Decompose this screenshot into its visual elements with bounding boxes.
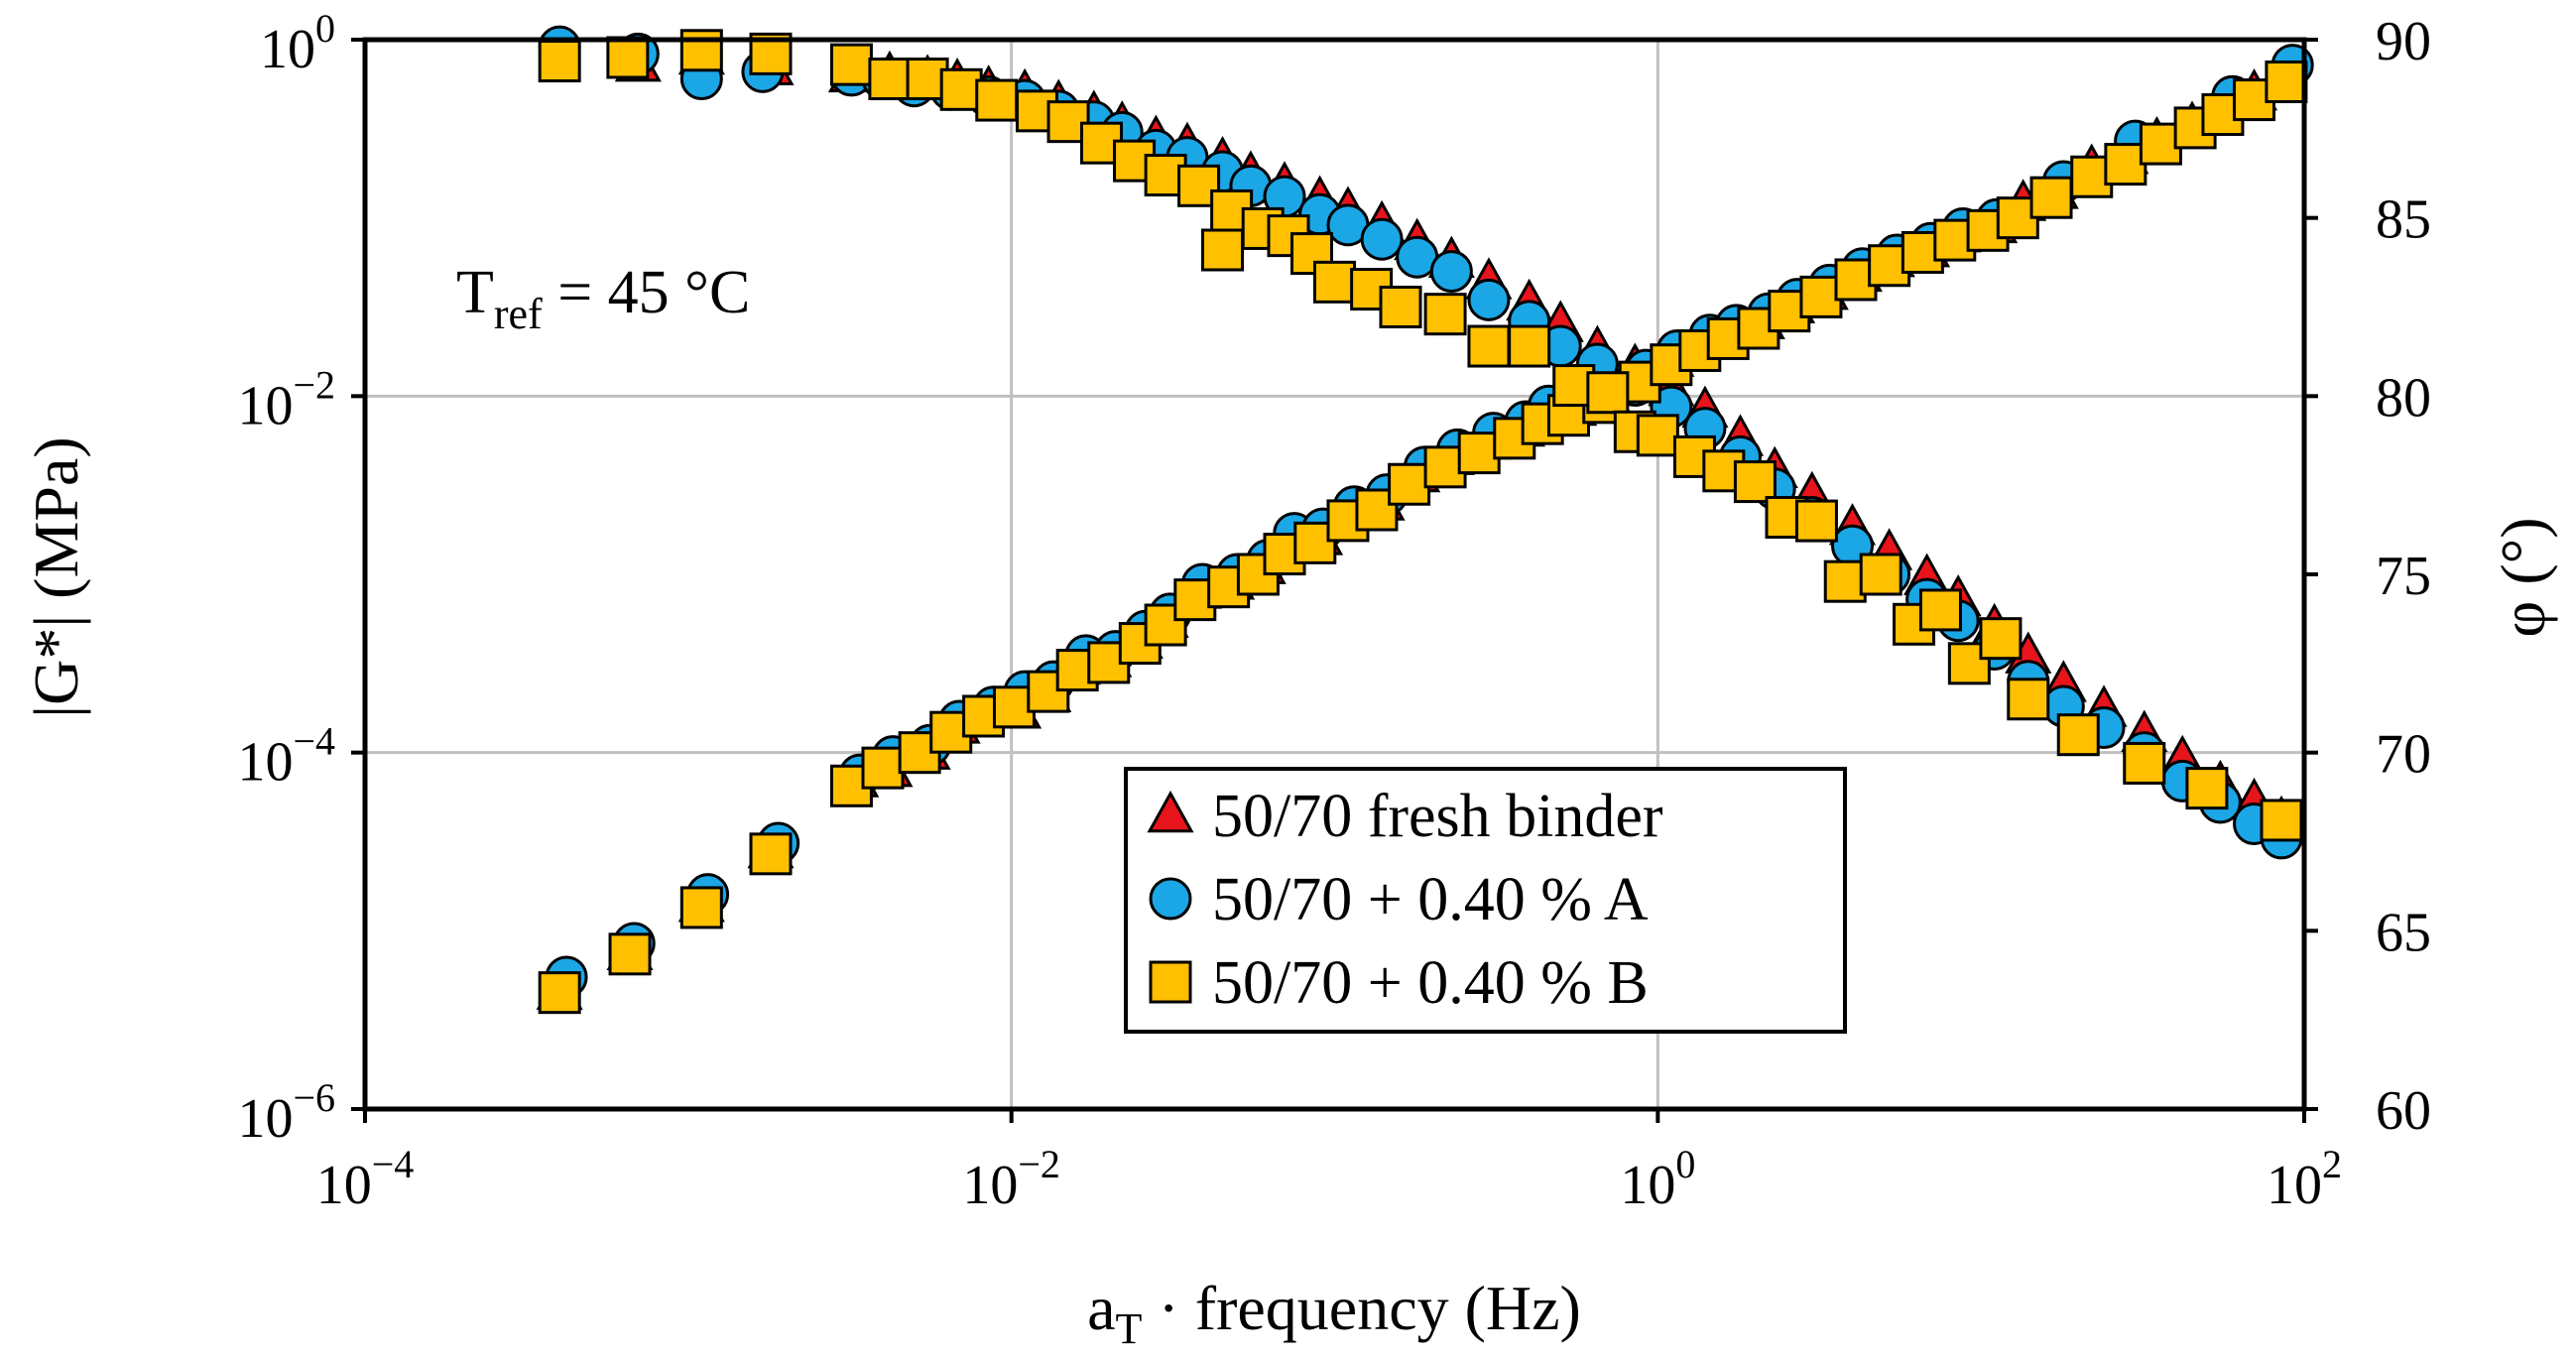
y2-tick-label: 75 (2376, 546, 2431, 607)
x-tick-label: 10−2 (962, 1142, 1060, 1216)
phase-angle-point (679, 29, 723, 72)
phase-angle-point (1467, 324, 1511, 368)
axis-ticks: 10−4 10−2 100 10210010−210−410−690858075706… (237, 6, 2431, 1216)
y-tick-label: 100 (260, 6, 335, 80)
phase-angle-point (1859, 553, 1902, 596)
x-tick-label: 102 (2267, 1142, 2342, 1216)
series-3 (538, 29, 2308, 1015)
y2-axis-title: φ (°) (2488, 517, 2558, 637)
phase-angle-point (2185, 767, 2229, 810)
y2-tick-label: 70 (2376, 724, 2431, 786)
phase-angle-point (2007, 678, 2050, 721)
x-axis-title-subscript: T (1116, 1304, 1143, 1353)
phase-angle-point (1508, 324, 1551, 368)
phase-angle-point (1794, 499, 1838, 543)
x-tick-label-exponent: 0 (1675, 1142, 1695, 1186)
legend: 50/70 fresh binder 50/70 + 0.40 % A 50/70 … (1124, 767, 1847, 1034)
modulus-point (2104, 143, 2147, 186)
modulus-point (538, 971, 581, 1015)
annotation-main: T (456, 259, 494, 326)
phase-angle-point (868, 58, 912, 101)
y-axis-title: |G*| (MPa) (21, 436, 91, 717)
data-markers (536, 25, 2314, 1015)
x-axis-title-rest: · frequency (Hz) (1142, 1273, 1580, 1343)
reference-temperature-annotation: Tref = 45 °C (456, 259, 750, 338)
y-tick-label-base: 10 (237, 1088, 293, 1150)
phase-angle-point (1733, 460, 1777, 504)
annotation-subscript: ref (494, 290, 543, 338)
phase-angle-point (1918, 588, 1962, 632)
y-tick-label-exponent: −2 (293, 362, 335, 407)
phase-angle-point (1823, 559, 1867, 603)
y-tick-label-exponent: −6 (293, 1075, 335, 1120)
legend-marker (1147, 790, 1194, 833)
phase-angle-point (1379, 286, 1422, 328)
phase-angle-point (975, 78, 1019, 122)
x-tick-label-exponent: 2 (2322, 1142, 2342, 1186)
y-tick-label-base: 10 (260, 19, 315, 80)
phase-angle-point (1586, 371, 1630, 415)
legend-label: 50/70 + 0.40 % A (1212, 866, 1649, 933)
modulus-point (2029, 176, 2073, 219)
phase-angle-point (1947, 642, 1991, 685)
x-tick-label: 10−4 (316, 1142, 415, 1216)
phase-angle-point (2260, 799, 2303, 842)
legend-marker (1149, 960, 1192, 1004)
x-tick-label-base: 10 (1620, 1155, 1675, 1216)
x-tick-label-base: 10 (962, 1155, 1018, 1216)
phase-angle-point (1636, 414, 1679, 457)
phase-angle-point (2123, 741, 2166, 785)
phase-angle-point (1423, 293, 1467, 336)
phase-angle-point (1979, 617, 2023, 661)
legend-box (1124, 767, 1847, 1034)
y-tick-label-exponent: −4 (293, 719, 335, 764)
x-tick-label: 100 (1620, 1142, 1695, 1216)
x-axis-title-main: a (1087, 1273, 1115, 1343)
y2-tick-label: 85 (2376, 189, 2431, 251)
modulus-point (679, 886, 723, 929)
phase-angle-point (606, 36, 650, 79)
phase-angle-point (2056, 713, 2100, 757)
phase-angle-point (1467, 278, 1511, 321)
y-tick-label-base: 10 (237, 375, 293, 436)
y-tick-label-base: 10 (237, 732, 293, 794)
phase-angle-point (829, 43, 873, 86)
phase-angle-point (1429, 250, 1473, 294)
x-tick-label-exponent: −2 (1018, 1142, 1060, 1186)
y2-tick-label: 80 (2376, 367, 2431, 429)
legend-label: 50/70 fresh binder (1212, 783, 1663, 850)
modulus-point (749, 832, 793, 876)
legend-label: 50/70 + 0.40 % B (1212, 949, 1649, 1017)
modulus-point (1388, 462, 1431, 506)
y2-tick-label: 65 (2376, 902, 2431, 963)
modulus-point (608, 932, 652, 976)
y-tick-label: 10−6 (237, 1075, 335, 1150)
phase-angle-point (1313, 260, 1356, 304)
y-tick-label: 10−4 (237, 719, 335, 794)
modulus-point (861, 746, 905, 790)
modulus-point (1027, 670, 1070, 713)
x-axis-title: aT · frequency (Hz) (1087, 1273, 1581, 1353)
x-tick-label-base: 10 (2267, 1155, 2322, 1216)
phase-angle-point (1201, 228, 1245, 272)
y2-tick-label: 60 (2376, 1080, 2431, 1142)
phase-angle-point (538, 40, 581, 83)
x-tick-label-base: 10 (316, 1155, 372, 1216)
y-tick-label: 10−2 (237, 362, 335, 436)
phase-angle-point (939, 67, 983, 111)
legend-marker (1149, 877, 1192, 921)
x-tick-label-exponent: −4 (372, 1142, 415, 1186)
modulus-point (2265, 61, 2308, 104)
modulus-point (1457, 432, 1501, 475)
phase-angle-point (1360, 217, 1404, 261)
annotation-rest: = 45 °C (543, 259, 751, 326)
y2-tick-label: 90 (2376, 11, 2431, 72)
y-tick-label-exponent: 0 (315, 6, 335, 51)
